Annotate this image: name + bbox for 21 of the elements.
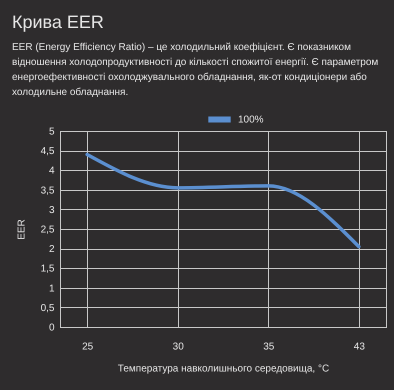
y-tick-label: 3,5: [40, 185, 55, 196]
y-tick-label: 2,5: [40, 224, 55, 236]
y-tick-label: 1: [48, 283, 55, 294]
line-series: [85, 152, 361, 248]
y-tick-label: 4: [48, 166, 55, 177]
chart-title: Крива EER: [12, 12, 104, 33]
x-tick-label: 35: [263, 342, 275, 352]
x-axis-title: Температура навколишнього середовища, °C: [118, 364, 330, 374]
y-tick-label: 4,5: [40, 146, 55, 158]
y-tick-label: 0,5: [40, 302, 55, 314]
y-tick-label: 2: [48, 244, 55, 256]
y-tick-label: 3: [48, 204, 55, 216]
legend-label: 100%: [238, 114, 264, 126]
y-axis-title: EER: [16, 219, 28, 240]
x-tick-label: 30: [172, 342, 184, 352]
y-tick-label: 1,5: [40, 264, 55, 275]
chart-subtitle: EER (Energy Efficiency Ratio) – це холодильний коефіцієнт. Є показником відношення холодопродуктивності до кількості спожитої енергії. Є параметром енергоефективності охолоджувального обладнання, як-от кондиціонери або холодильне обладнання.: [12, 41, 380, 100]
y-tick-label: 5: [48, 126, 55, 138]
x-tick-label: 43: [354, 342, 366, 352]
y-tick-label: 0: [48, 322, 55, 334]
x-tick-label: 25: [82, 342, 94, 352]
